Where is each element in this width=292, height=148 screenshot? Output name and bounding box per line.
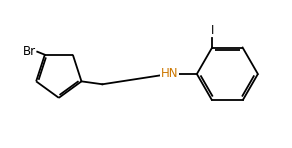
Text: HN: HN <box>161 67 178 80</box>
Text: Br: Br <box>23 45 36 58</box>
Text: I: I <box>211 24 214 37</box>
